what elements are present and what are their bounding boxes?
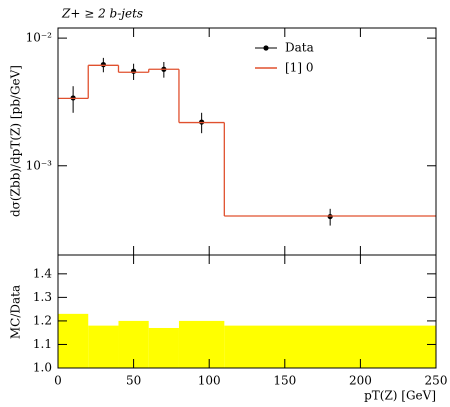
data-point [131,68,137,74]
y-tick-label: 1.2 [33,313,52,327]
x-tick-label: 250 [425,374,448,388]
x-tick-label: 100 [198,374,221,388]
x-tick-label: 50 [126,374,141,388]
x-axis-label: pT(Z) [GeV] [364,389,436,403]
chart-title: Z+ ≥ 2 b-jets [61,7,143,21]
ratio-band [148,327,179,368]
data-point [100,62,106,68]
ratio-band [224,325,436,368]
plot-frame [57,254,437,369]
ratio-band [178,320,225,368]
ratio-band [88,325,119,368]
y-tick-label: 10⁻² [26,31,53,45]
y-tick-label: 1.1 [33,337,52,351]
y-axis-label: dσ(Zbb)/dpT(Z) [pb/GeV] [9,65,23,217]
legend-label: Data [285,41,314,55]
y-tick-label: 10⁻³ [26,158,53,172]
plot-frame [57,27,437,256]
legend-label: [1] 0 [285,61,313,75]
x-tick-label: 0 [54,374,62,388]
ratio-y-axis-label: MC/Data [9,285,23,339]
legend-marker [263,45,269,51]
ratio-band [58,313,89,368]
x-tick-label: 200 [349,374,372,388]
y-tick-label: 1.4 [33,266,52,280]
x-tick-label: 150 [273,374,296,388]
y-tick-label: 1.0 [33,361,52,375]
y-tick-label: 1.3 [33,290,52,304]
